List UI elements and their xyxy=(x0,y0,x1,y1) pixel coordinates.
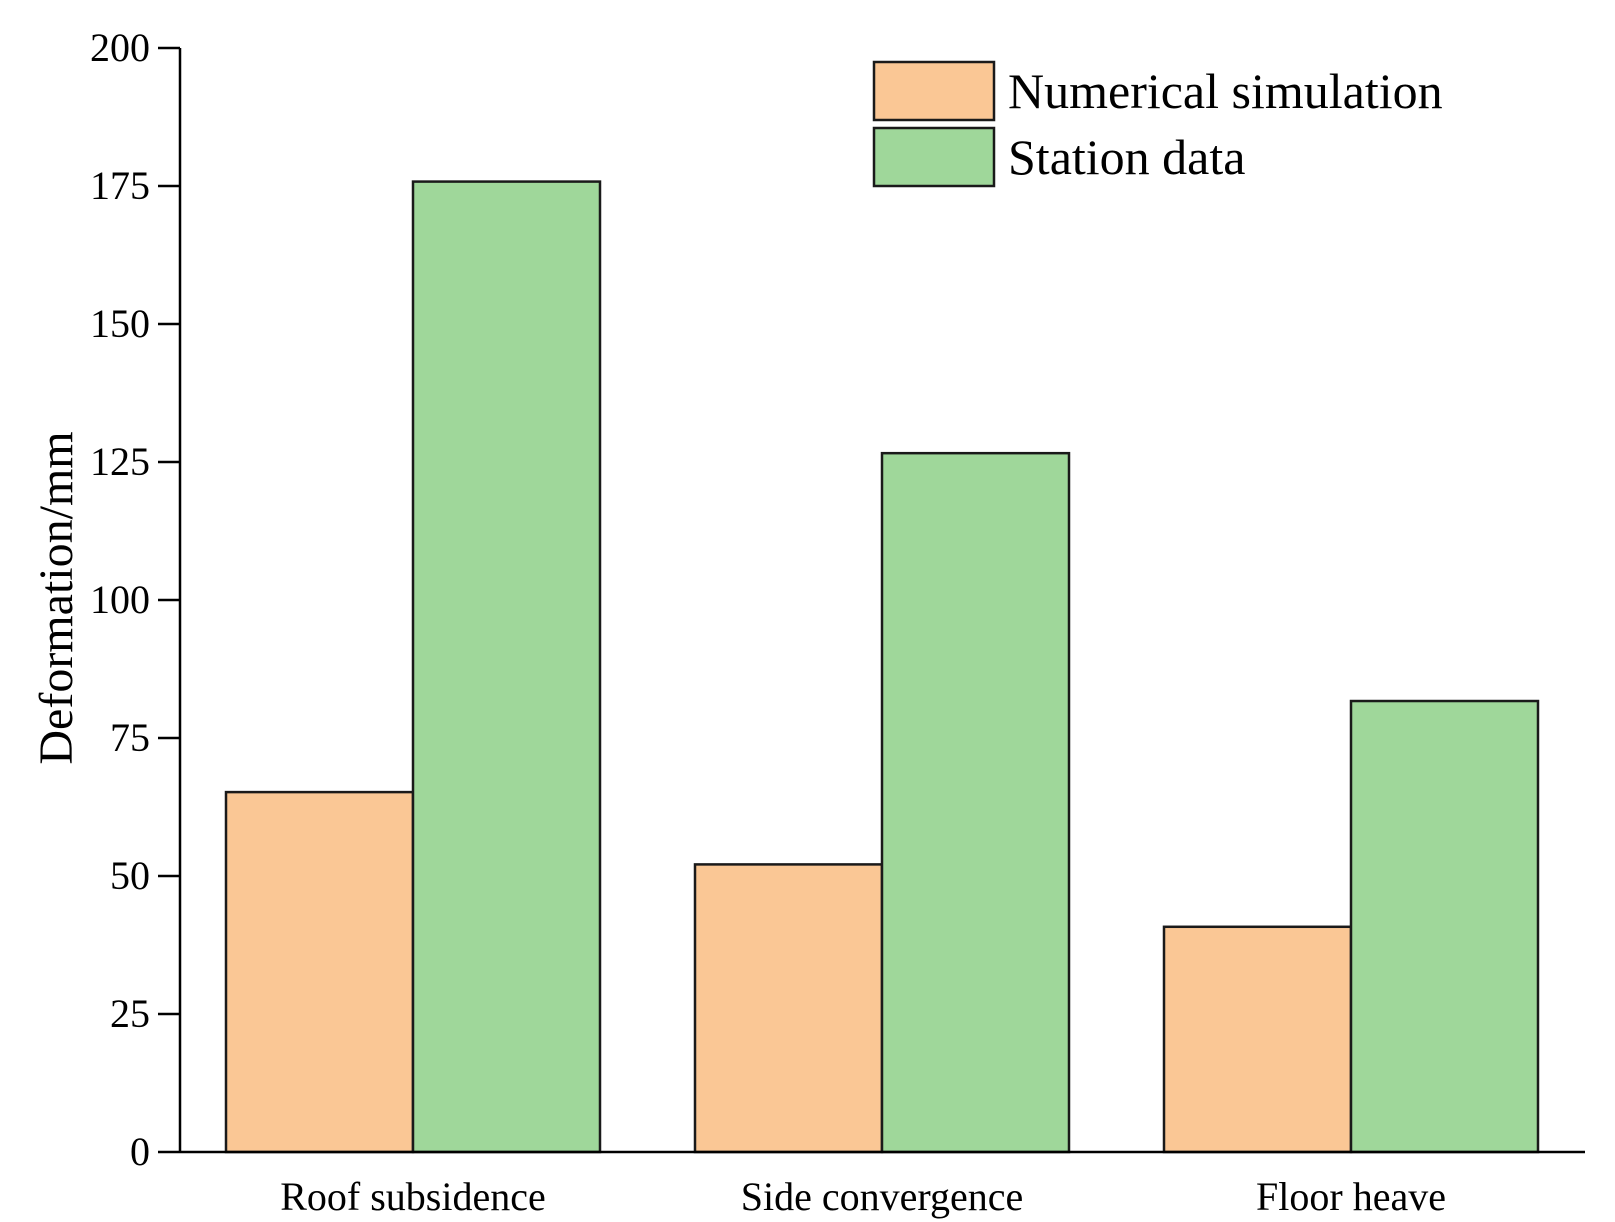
y-tick-label: 75 xyxy=(110,715,150,760)
x-tick-label: Side convergence xyxy=(741,1174,1023,1219)
legend-label: Station data xyxy=(1008,129,1245,185)
legend: Numerical simulation Station data xyxy=(872,60,1443,188)
bar-numerical-simulation-0 xyxy=(224,790,415,1154)
y-tick-label: 125 xyxy=(90,439,150,484)
legend-swatch-station-data xyxy=(872,126,996,188)
bar-station-data-2 xyxy=(1349,699,1540,1154)
y-axis-label: Deformation/mm xyxy=(30,431,83,764)
x-tick-label: Floor heave xyxy=(1256,1174,1446,1219)
bar-station-data-0 xyxy=(411,180,602,1154)
y-tick-label: 200 xyxy=(90,25,150,70)
bar-station-data-1 xyxy=(880,451,1071,1154)
y-tick-label: 150 xyxy=(90,301,150,346)
x-tick-label: Roof subsidence xyxy=(280,1174,546,1219)
y-tick-label: 0 xyxy=(130,1129,150,1174)
bars-group xyxy=(224,180,1540,1154)
legend-label: Numerical simulation xyxy=(1008,63,1443,119)
y-tick-label: 100 xyxy=(90,577,150,622)
bar-numerical-simulation-1 xyxy=(693,863,884,1154)
y-tick-label: 50 xyxy=(110,853,150,898)
y-tick-label: 175 xyxy=(90,163,150,208)
y-tick-label: 25 xyxy=(110,991,150,1036)
bar-numerical-simulation-2 xyxy=(1162,925,1353,1154)
y-ticks-group: 0 25 50 75 100 125 150 175 200 xyxy=(90,25,180,1174)
legend-swatch-numerical-simulation xyxy=(872,60,996,122)
x-ticks-group: Roof subsidence Side convergence Floor hea… xyxy=(280,1174,1446,1219)
